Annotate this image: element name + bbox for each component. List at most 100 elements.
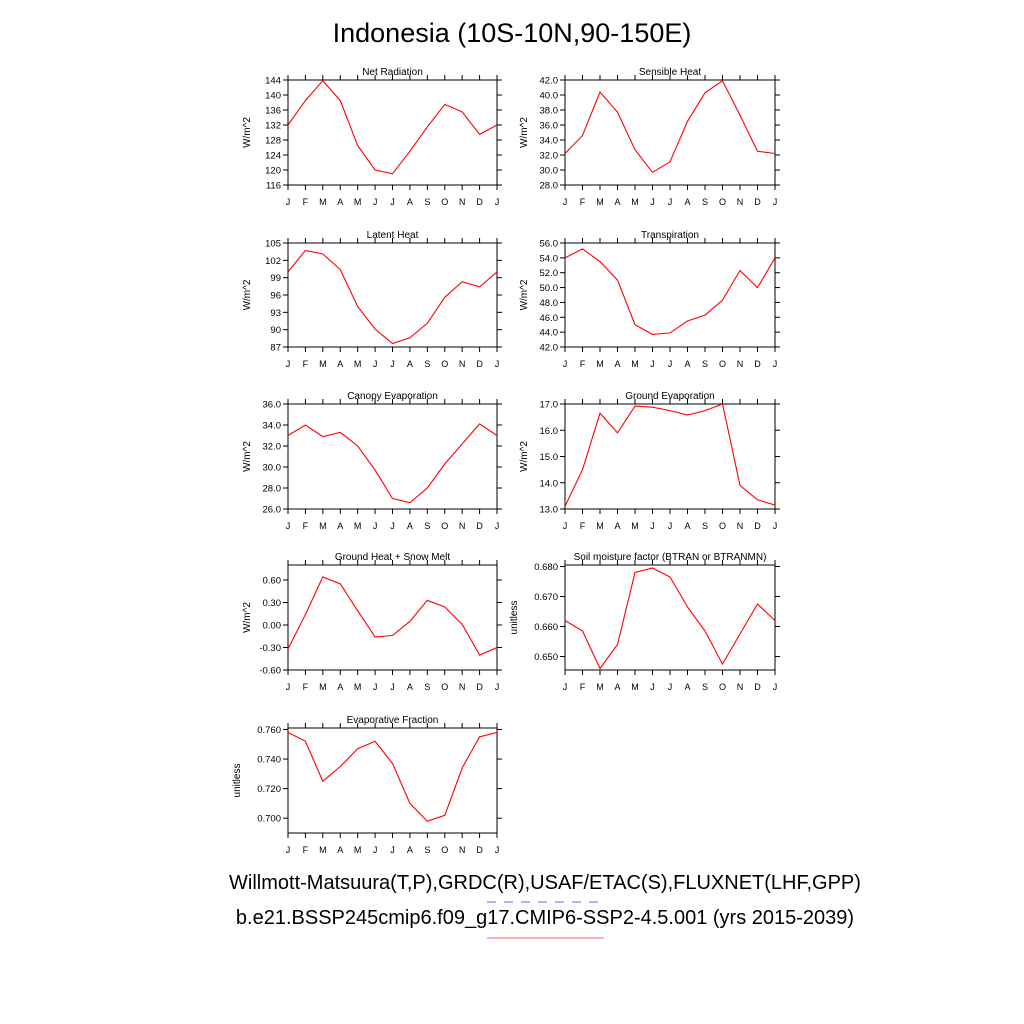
- x-tick-label: J: [650, 359, 655, 369]
- x-tick-label: S: [424, 197, 430, 207]
- series-line: [288, 249, 497, 345]
- y-tick-label: 48.0: [540, 298, 559, 309]
- x-tick-label: N: [737, 197, 744, 207]
- panel-title: Net Radiation: [362, 67, 423, 78]
- panel-title: Transpiration: [641, 230, 699, 241]
- x-tick-label: S: [702, 682, 708, 692]
- x-tick-label: J: [773, 521, 778, 531]
- x-tick-label: F: [580, 682, 586, 692]
- x-tick-label: J: [495, 359, 500, 369]
- panel-title: Canopy Evaporation: [347, 391, 438, 402]
- y-tick-label: 0.670: [534, 592, 558, 603]
- x-tick-label: M: [354, 845, 362, 855]
- y-tick-label: 44.0: [540, 328, 559, 339]
- x-tick-label: D: [754, 521, 761, 531]
- x-tick-label: J: [773, 682, 778, 692]
- x-tick-label: O: [719, 359, 726, 369]
- x-tick-label: M: [319, 521, 327, 531]
- y-tick-label: 46.0: [540, 313, 559, 324]
- y-tick-label: 32.0: [540, 151, 559, 162]
- y-tick-label: 0.680: [534, 562, 558, 573]
- panel-title: Latent Heat: [367, 230, 419, 241]
- x-tick-label: A: [407, 197, 413, 207]
- x-tick-label: F: [303, 845, 309, 855]
- y-tick-label: 42.0: [540, 76, 559, 87]
- x-tick-label: O: [441, 197, 448, 207]
- x-tick-label: O: [719, 197, 726, 207]
- x-tick-label: A: [614, 197, 620, 207]
- y-tick-label: 0.00: [263, 621, 282, 632]
- x-tick-label: O: [441, 845, 448, 855]
- y-tick-label: 120: [265, 166, 281, 177]
- x-tick-label: S: [702, 521, 708, 531]
- x-tick-label: D: [476, 682, 483, 692]
- x-tick-label: J: [390, 682, 395, 692]
- x-tick-label: J: [495, 197, 500, 207]
- x-tick-label: J: [286, 197, 291, 207]
- y-tick-label: 34.0: [540, 136, 559, 147]
- series-line: [288, 80, 497, 175]
- x-tick-label: D: [476, 359, 483, 369]
- y-tick-label: 140: [265, 91, 281, 102]
- x-tick-label: S: [424, 359, 430, 369]
- x-tick-label: J: [390, 197, 395, 207]
- x-tick-label: N: [737, 521, 744, 531]
- y-tick-label: 36.0: [263, 400, 282, 411]
- x-tick-label: A: [684, 359, 690, 369]
- x-tick-label: J: [773, 359, 778, 369]
- y-tick-label: 30.0: [540, 166, 559, 177]
- x-tick-label: M: [631, 521, 639, 531]
- y-tick-label: 99: [270, 273, 281, 284]
- x-tick-label: M: [319, 845, 327, 855]
- y-tick-label: 13.0: [540, 505, 559, 516]
- y-tick-label: 17.0: [540, 400, 559, 411]
- y-tick-label: 28.0: [263, 484, 282, 495]
- x-tick-label: S: [702, 359, 708, 369]
- x-tick-label: N: [459, 197, 466, 207]
- y-tick-label: 87: [270, 343, 281, 354]
- plot-frame: [287, 403, 498, 510]
- x-tick-label: D: [476, 197, 483, 207]
- y-axis-label: W/m^2: [242, 279, 253, 310]
- x-tick-label: J: [563, 359, 568, 369]
- y-tick-label: 0.720: [257, 784, 281, 795]
- x-tick-label: N: [737, 682, 744, 692]
- y-tick-label: 14.0: [540, 478, 559, 489]
- x-tick-label: J: [650, 521, 655, 531]
- y-tick-label: 90: [270, 325, 281, 336]
- y-axis-label: unitless: [232, 764, 243, 798]
- plot-frame: [564, 403, 776, 510]
- x-tick-label: J: [650, 197, 655, 207]
- series-line: [565, 404, 775, 507]
- y-tick-label: 128: [265, 136, 281, 147]
- y-tick-label: 116: [266, 181, 281, 192]
- series-line: [565, 80, 775, 174]
- x-tick-label: F: [580, 521, 586, 531]
- x-tick-label: F: [580, 197, 586, 207]
- x-tick-label: J: [495, 845, 500, 855]
- x-tick-label: J: [668, 197, 673, 207]
- y-tick-label: 34.0: [263, 421, 282, 432]
- x-tick-label: J: [373, 682, 378, 692]
- series-line: [288, 576, 497, 656]
- x-tick-label: J: [373, 845, 378, 855]
- x-tick-label: M: [631, 197, 639, 207]
- panel-8: Soil moisture factor (BTRAN or BTRANMN) J…: [509, 552, 780, 692]
- x-tick-label: J: [563, 682, 568, 692]
- x-tick-label: D: [754, 197, 761, 207]
- x-tick-label: J: [495, 682, 500, 692]
- x-tick-label: J: [286, 845, 291, 855]
- x-tick-label: A: [337, 845, 343, 855]
- x-tick-label: F: [303, 682, 309, 692]
- x-tick-label: N: [459, 521, 466, 531]
- x-tick-label: M: [596, 521, 604, 531]
- y-tick-label: 124: [265, 151, 281, 162]
- x-tick-label: O: [719, 682, 726, 692]
- y-tick-label: -0.30: [259, 643, 281, 654]
- x-tick-label: M: [596, 682, 604, 692]
- plot-frame: [564, 79, 776, 186]
- page-title: Indonesia (10S-10N,90-150E): [332, 18, 692, 48]
- x-tick-label: A: [407, 682, 413, 692]
